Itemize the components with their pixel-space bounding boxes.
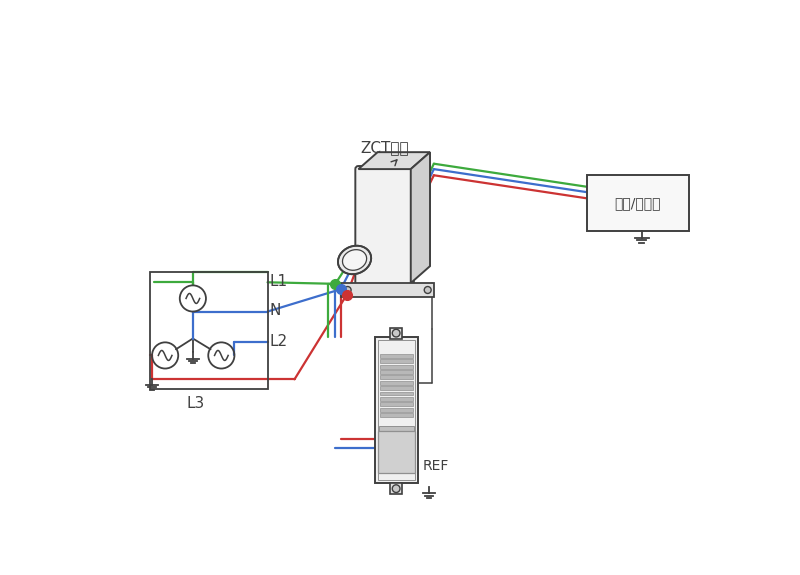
Bar [380,365,413,369]
Bar [380,370,413,374]
Polygon shape [358,152,430,169]
Bar [390,483,402,494]
Bar [378,340,414,480]
Text: 设备/逆变器: 设备/逆变器 [614,196,661,210]
Bar [380,392,413,396]
Circle shape [392,329,400,337]
Text: L3: L3 [186,396,205,411]
Bar [150,273,267,389]
Ellipse shape [338,246,371,274]
Text: L2: L2 [270,334,288,349]
Text: REF: REF [422,459,449,473]
Bar [342,283,434,297]
Bar [380,386,413,390]
Bar [378,431,415,473]
Circle shape [424,286,431,293]
Bar [380,354,413,358]
Bar [390,328,402,339]
Bar [380,413,413,417]
Bar [380,381,413,385]
Ellipse shape [342,250,366,270]
Bar [587,175,689,231]
FancyBboxPatch shape [355,166,414,286]
Text: L1: L1 [270,274,288,289]
Text: ZCT模块: ZCT模块 [360,140,409,155]
Bar [379,426,414,436]
Bar [379,439,414,450]
Bar [380,408,413,412]
Bar [379,453,414,464]
Bar [380,375,413,380]
Bar [380,359,413,363]
Circle shape [392,485,400,493]
Bar [380,402,413,407]
Bar [380,397,413,401]
Circle shape [344,286,351,293]
Polygon shape [410,152,430,283]
Bar [375,337,418,483]
Text: N: N [270,303,282,319]
